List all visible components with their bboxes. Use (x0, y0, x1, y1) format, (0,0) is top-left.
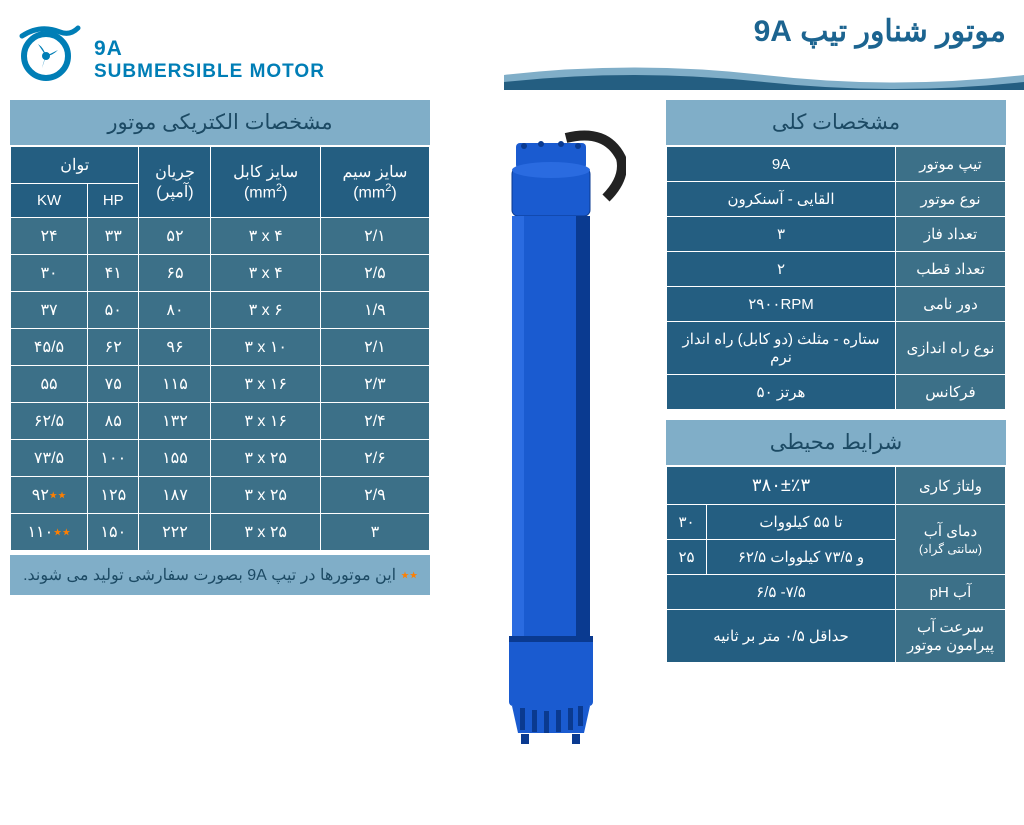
spec-row: ۲تعداد قطب (667, 252, 1006, 287)
spec-row: ۵۰ هرتزفرکانس (667, 375, 1006, 410)
table-row: ۷۳/۵۱۰۰۱۵۵۳ x ۲۵۲/۶ (11, 440, 430, 477)
environmental-panel: شرایط محیطی ۳۸۰±٪۳ ولتاژ کاری ۳۰ تا ۵۵ ک… (666, 420, 1006, 663)
product-type: SUBMERSIBLE MOTOR (94, 61, 325, 83)
temp-text-1: تا ۵۵ کیلووات (707, 505, 896, 540)
spec-row: ستاره - مثلث (دو کابل) راه انداز نرمنوع … (667, 322, 1006, 375)
general-table: 9Aتیپ موتورالقایی - آسنکروننوع موتور۳تعد… (666, 146, 1006, 410)
wave-decoration (504, 60, 1024, 90)
general-title: مشخصات کلی (666, 100, 1006, 146)
table-row: ۲۴۳۳۵۲۳ x ۴۲/۱ (11, 218, 430, 255)
model-code: 9A (94, 37, 325, 61)
temp-text-2: ۶۲/۵ و ۷۳/۵ کیلووات (707, 540, 896, 575)
temp-val-1: ۳۰ (667, 505, 707, 540)
table-row: ۳۷۵۰۸۰۳ x ۶۱/۹ (11, 292, 430, 329)
electrical-table: توان جریان(آمپر) سایز کابل(mm2) سایز سیم… (10, 146, 430, 551)
footnote: ٭٭ ٭٭ این موتورها در تیپ 9A بصورت سفارشی… (10, 555, 430, 595)
electrical-specs-panel: مشخصات الکتریکی موتور توان جریان(آمپر) س… (10, 100, 430, 748)
motor-illustration (476, 108, 626, 748)
env-table: ۳۸۰±٪۳ ولتاژ کاری ۳۰ تا ۵۵ کیلووات دمای … (666, 466, 1006, 663)
temp-label: دمای آب(سانتی گراد) (896, 505, 1006, 575)
temp-val-2: ۲۵ (667, 540, 707, 575)
voltage-value: ۳۸۰±٪۳ (667, 467, 896, 505)
product-image-area (436, 100, 666, 748)
col-power: توان (11, 147, 139, 184)
table-row: ۳۰۴۱۶۵۳ x ۴۲/۵ (11, 255, 430, 292)
col-wire: سایز سیم(mm2) (320, 147, 429, 218)
ph-label: pH آب (896, 575, 1006, 610)
table-row: ۵۵۷۵۱۱۵۳ x ۱۶۲/۳ (11, 366, 430, 403)
ph-value: ۶/۵ -۷/۵ (667, 575, 896, 610)
title-english: 9A SUBMERSIBLE MOTOR (94, 37, 325, 83)
spec-row: القایی - آسنکروننوع موتور (667, 182, 1006, 217)
title-persian: موتور شناور تیپ 9A (754, 14, 1006, 49)
spec-row: ۲۹۰۰RPMدور نامی (667, 287, 1006, 322)
table-row: ۱۱۰٭٭۱۵۰۲۲۲۳ x ۲۵۳ (11, 514, 430, 551)
general-specs-panel: مشخصات کلی 9Aتیپ موتورالقایی - آسنکروننو… (666, 100, 1006, 410)
flow-label: سرعت آب پیرامون موتور (896, 610, 1006, 663)
table-row: ۶۲/۵۸۵۱۳۲۳ x ۱۶۲/۴ (11, 403, 430, 440)
header: 9A SUBMERSIBLE MOTOR موتور شناور تیپ 9A (0, 0, 1024, 100)
col-hp: HP (88, 184, 139, 218)
col-kw: KW (11, 184, 88, 218)
env-title: شرایط محیطی (666, 420, 1006, 466)
voltage-label: ولتاژ کاری (896, 467, 1006, 505)
col-cable: سایز کابل(mm2) (211, 147, 320, 218)
spec-row: 9Aتیپ موتور (667, 147, 1006, 182)
table-row: ۹۲٭٭۱۲۵۱۸۷۳ x ۲۵۲/۹ (11, 477, 430, 514)
elec-title: مشخصات الکتریکی موتور (10, 100, 430, 146)
flow-value: حداقل ۰/۵ متر بر ثانیه (667, 610, 896, 663)
logo-icon (10, 16, 82, 93)
table-row: ۴۵/۵۶۲۹۶۳ x ۱۰۲/۱ (11, 329, 430, 366)
col-current: جریان(آمپر) (139, 147, 211, 218)
spec-row: ۳تعداد فاز (667, 217, 1006, 252)
